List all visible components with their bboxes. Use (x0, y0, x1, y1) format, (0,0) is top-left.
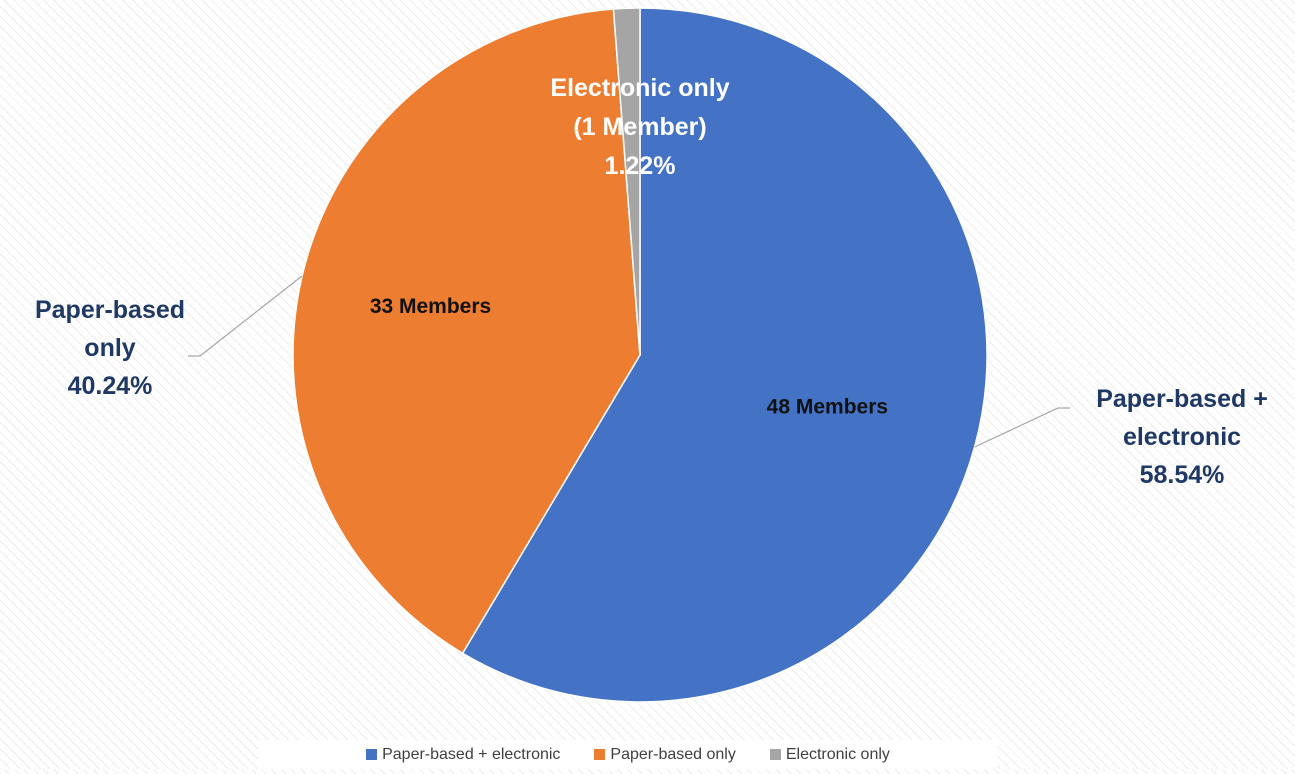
legend-label-paper-electronic: Paper-based + electronic (382, 745, 561, 763)
legend-swatch-electronic-only (769, 749, 781, 760)
pie-slice-paper-only (292, 8, 641, 655)
outer-label-electronic-only-line-1: Electronic only (550, 74, 729, 102)
inner-label-paper-electronic-line-1: 48 Members (767, 396, 888, 419)
legend-label-electronic-only: Electronic only (785, 745, 890, 763)
chart-legend: Paper-based + electronic Paper-based onl… (258, 740, 998, 769)
outer-label-electronic-only-line-3: 1.22% (605, 152, 676, 180)
outer-label-paper-only: Paper-based only 40.24% (35, 296, 185, 400)
legend-label-paper-only: Paper-based only (610, 745, 736, 763)
legend-swatch-paper-electronic (366, 749, 378, 760)
leader-line-paper-only (188, 275, 303, 357)
outer-label-paper-only-line-3: 40.24% (68, 372, 153, 400)
inner-label-paper-only: 33 Members (370, 295, 491, 318)
pie-slice-paper-electronic (461, 7, 988, 703)
outer-label-electronic-only-line-2: (1 Member) (573, 113, 706, 141)
legend-item-paper-only: Paper-based only (594, 745, 736, 764)
outer-label-electronic-only: Electronic only (1 Member) 1.22% (550, 74, 729, 180)
outer-label-paper-electronic-line-2: electronic (1123, 423, 1241, 451)
inner-label-paper-only-line-1: 33 Members (370, 295, 491, 318)
pie-slice-electronic-only (612, 7, 641, 356)
outer-label-paper-electronic: Paper-based + electronic 58.54% (1096, 385, 1268, 489)
legend-swatch-paper-only (594, 749, 606, 760)
outer-label-paper-electronic-line-3: 58.54% (1140, 461, 1225, 489)
inner-label-paper-electronic: 48 Members (767, 396, 888, 419)
leader-line-paper-electronic (974, 407, 1070, 448)
outer-label-paper-only-line-2: only (84, 334, 135, 362)
legend-item-paper-electronic: Paper-based + electronic (366, 746, 560, 764)
outer-label-paper-only-line-1: Paper-based (35, 296, 185, 324)
outer-label-paper-electronic-line-1: Paper-based + (1096, 385, 1268, 413)
legend-item-electronic-only: Electronic only (769, 745, 890, 764)
